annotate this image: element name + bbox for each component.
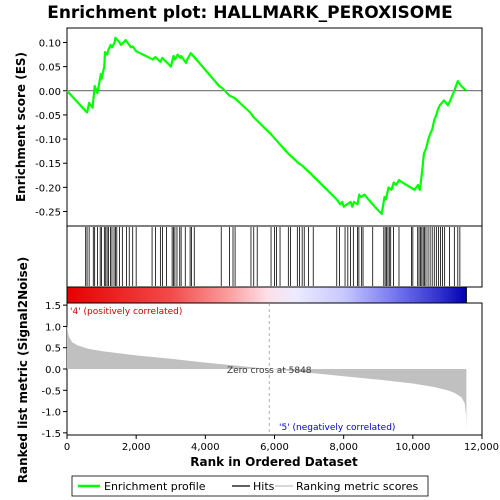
metric-y-tick-label: -0.5 (41, 386, 61, 397)
legend-label-enrichment-profile: Enrichment profile (104, 480, 206, 493)
legend: Enrichment profile Hits Ranking metric s… (71, 475, 429, 497)
x-tick-label: 6,000 (260, 442, 289, 453)
ranking-heatmap-bar (66, 286, 467, 304)
negative-correlation-label: '5' (negatively correlated) (279, 423, 395, 433)
x-tick-label: 4,000 (191, 442, 220, 453)
es-y-tick-label: -0.20 (35, 183, 61, 194)
es-y-tick-label: -0.15 (35, 159, 61, 170)
es-y-tick-label: 0.10 (39, 38, 61, 49)
es-y-tick-label: 0.00 (39, 87, 61, 98)
enrichment-profile-line (66, 36, 468, 215)
hit-lines (85, 227, 461, 286)
legend-label-hits: Hits (253, 480, 275, 493)
metric-y-tick-label: -1.5 (41, 429, 61, 440)
metric-y-tick-label: 1.5 (45, 301, 61, 312)
x-tick-label: 10,000 (395, 442, 430, 453)
x-tick-label: 0 (64, 442, 70, 453)
ranking-metric-area (67, 324, 467, 431)
zero-cross-label: Zero cross at 5848 (227, 366, 312, 376)
chart-title: Enrichment plot: HALLMARK_PEROXISOME (47, 3, 453, 23)
x-tick-label: 2,000 (122, 442, 151, 453)
positive-correlation-label: '4' (positively correlated) (70, 307, 182, 317)
metric-y-tick-label: 1.0 (45, 322, 61, 333)
es-y-tick-label: -0.25 (35, 208, 61, 219)
metric-y-axis-label: Ranked list metric (Signal2Noise) (16, 257, 30, 484)
es-y-tick-label: 0.05 (39, 63, 61, 74)
metric-panel: Zero cross at 5848 '4' (positively corre… (16, 257, 483, 484)
metric-y-axis: 1.5 1.0 0.5 0.0 -0.5 -1.0 -1.5 (41, 301, 67, 440)
x-axis-label: Rank in Ordered Dataset (190, 455, 358, 469)
x-tick-label: 8,000 (329, 442, 358, 453)
metric-y-tick-label: 0.5 (45, 344, 61, 355)
x-axis: 0 2,000 4,000 6,000 8,000 10,000 12,000 (64, 435, 499, 453)
metric-y-tick-label: -1.0 (41, 408, 61, 419)
hits-panel (66, 225, 483, 288)
es-y-axis-label: Enrichment score (ES) (14, 52, 28, 202)
es-panel-frame (66, 27, 483, 227)
legend-label-ranking-metric: Ranking metric scores (296, 480, 418, 493)
es-y-axis: 0.10 0.05 0.00 -0.05 -0.10 -0.15 -0.20 -0.25 (35, 38, 67, 219)
es-y-tick-label: -0.05 (35, 111, 61, 122)
metric-y-tick-label: 0.0 (45, 365, 61, 376)
x-tick-label: 12,000 (464, 442, 499, 453)
es-y-tick-label: -0.10 (35, 135, 61, 146)
es-panel: 0.10 0.05 0.00 -0.05 -0.10 -0.15 -0.20 -0.25 En… (14, 27, 483, 227)
